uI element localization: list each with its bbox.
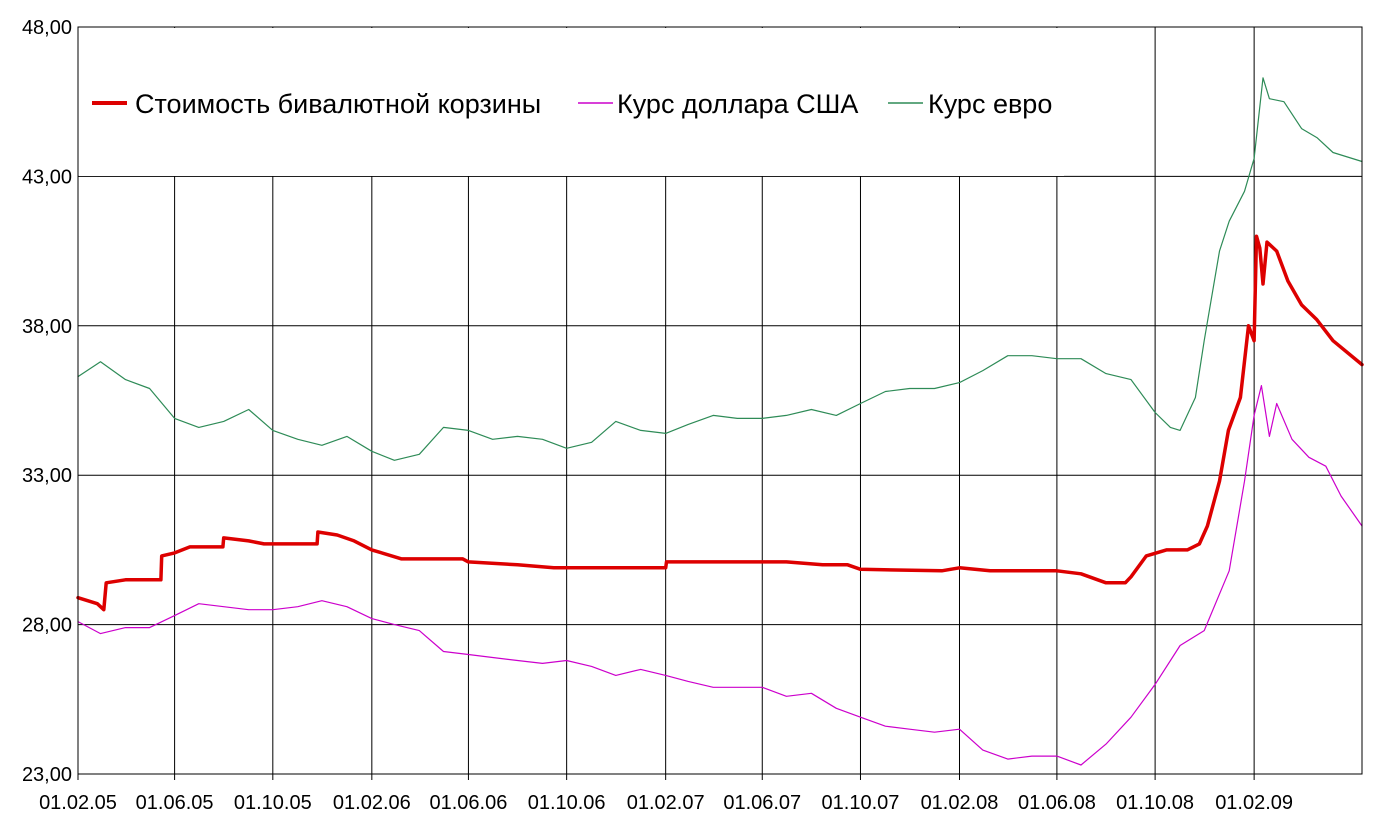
x-tick-label: 01.10.07: [822, 792, 900, 814]
x-tick-label: 01.10.08: [1116, 792, 1194, 814]
x-tick-label: 01.06.08: [1018, 792, 1096, 814]
legend-background: [79, 28, 1064, 176]
series-line-2: [77, 77, 1363, 461]
x-tick-label: 01.02.06: [333, 792, 411, 814]
axis-layer: 23,00 28,00 33,00 38,00 43,00 48,00 01.02.05 01…: [22, 17, 1293, 814]
y-tick-label: 23,00: [22, 764, 72, 786]
series-line-1: [77, 385, 1363, 766]
series-line-0: [76, 234, 1364, 612]
x-tick-label: 01.02.07: [627, 792, 705, 814]
x-tick-label: 01.06.05: [136, 792, 214, 814]
y-tick-label: 38,00: [22, 316, 72, 338]
legend-label: Курс евро: [928, 89, 1052, 119]
legend-label: Стоимость бивалютной корзины: [135, 89, 541, 119]
y-tick-label: 48,00: [22, 17, 72, 39]
legend: Стоимость бивалютной корзины Курс доллара…: [79, 28, 1064, 176]
plot-frame: [77, 26, 1363, 775]
x-tick-label: 01.02.09: [1215, 792, 1293, 814]
x-tick-label: 01.06.06: [430, 792, 508, 814]
x-tick-label: 01.10.06: [528, 792, 606, 814]
x-tick-label: 01.02.08: [921, 792, 999, 814]
y-tick-label: 33,00: [22, 465, 72, 487]
legend-label: Курс доллара США: [617, 89, 858, 119]
x-tick-label: 01.10.05: [234, 792, 312, 814]
y-tick-label: 28,00: [22, 615, 72, 637]
x-tick-label: 01.06.07: [723, 792, 801, 814]
series-layer: [76, 77, 1364, 766]
y-tick-label: 43,00: [22, 166, 72, 188]
x-tick-label: 01.02.05: [39, 792, 117, 814]
